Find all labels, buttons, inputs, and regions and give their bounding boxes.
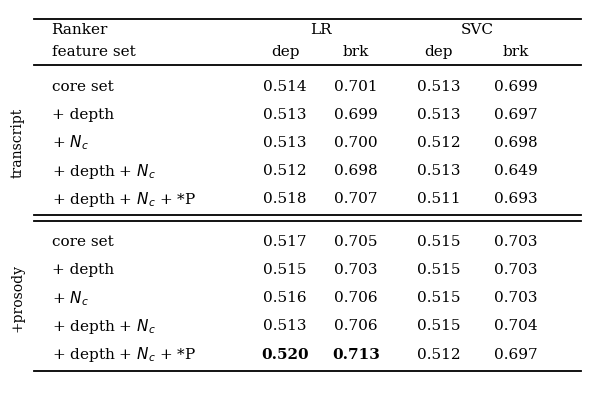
Text: + $N_c$: + $N_c$	[52, 134, 89, 152]
Text: 0.516: 0.516	[263, 291, 307, 305]
Text: + depth + $N_c$ + *P: + depth + $N_c$ + *P	[52, 190, 196, 209]
Text: 0.513: 0.513	[417, 108, 460, 122]
Text: SVC: SVC	[461, 23, 494, 37]
Text: 0.649: 0.649	[494, 164, 538, 178]
Text: 0.697: 0.697	[494, 108, 538, 122]
Text: +prosody: +prosody	[11, 264, 25, 332]
Text: + depth: + depth	[52, 263, 114, 277]
Text: 0.707: 0.707	[334, 192, 378, 206]
Text: core set: core set	[52, 80, 113, 94]
Text: 0.703: 0.703	[494, 235, 538, 249]
Text: 0.515: 0.515	[417, 291, 460, 305]
Text: 0.513: 0.513	[263, 136, 307, 150]
Text: 0.520: 0.520	[261, 348, 309, 362]
Text: + depth + $N_c$: + depth + $N_c$	[52, 317, 156, 336]
Text: 0.699: 0.699	[334, 108, 378, 122]
Text: + depth: + depth	[52, 108, 114, 122]
Text: 0.697: 0.697	[494, 348, 538, 362]
Text: 0.514: 0.514	[263, 80, 307, 94]
Text: 0.693: 0.693	[494, 192, 538, 206]
Text: transcript: transcript	[11, 108, 25, 178]
Text: 0.518: 0.518	[263, 192, 307, 206]
Text: 0.513: 0.513	[263, 108, 307, 122]
Text: 0.513: 0.513	[417, 164, 460, 178]
Text: 0.515: 0.515	[417, 263, 460, 277]
Text: 0.705: 0.705	[334, 235, 378, 249]
Text: + depth + $N_c$: + depth + $N_c$	[52, 162, 156, 180]
Text: 0.706: 0.706	[334, 320, 378, 333]
Text: 0.703: 0.703	[494, 291, 538, 305]
Text: core set: core set	[52, 235, 113, 249]
Text: 0.700: 0.700	[334, 136, 378, 150]
Text: 0.512: 0.512	[417, 136, 461, 150]
Text: 0.699: 0.699	[494, 80, 538, 94]
Text: feature set: feature set	[52, 45, 135, 59]
Text: brk: brk	[503, 45, 529, 59]
Text: dep: dep	[271, 45, 299, 59]
Text: 0.713: 0.713	[332, 348, 380, 362]
Text: Ranker: Ranker	[52, 23, 108, 37]
Text: 0.698: 0.698	[334, 164, 378, 178]
Text: 0.515: 0.515	[417, 320, 460, 333]
Text: + $N_c$: + $N_c$	[52, 289, 89, 308]
Text: LR: LR	[310, 23, 331, 37]
Text: + depth + $N_c$ + *P: + depth + $N_c$ + *P	[52, 345, 196, 364]
Text: dep: dep	[425, 45, 453, 59]
Text: 0.701: 0.701	[334, 80, 378, 94]
Text: 0.706: 0.706	[334, 291, 378, 305]
Text: 0.698: 0.698	[494, 136, 538, 150]
Text: 0.703: 0.703	[334, 263, 378, 277]
Text: 0.517: 0.517	[263, 235, 307, 249]
Text: 0.512: 0.512	[417, 348, 461, 362]
Text: 0.515: 0.515	[417, 235, 460, 249]
Text: 0.511: 0.511	[417, 192, 461, 206]
Text: 0.513: 0.513	[263, 320, 307, 333]
Text: 0.513: 0.513	[417, 80, 460, 94]
Text: 0.704: 0.704	[494, 320, 538, 333]
Text: brk: brk	[343, 45, 369, 59]
Text: 0.515: 0.515	[263, 263, 307, 277]
Text: 0.512: 0.512	[263, 164, 307, 178]
Text: 0.703: 0.703	[494, 263, 538, 277]
